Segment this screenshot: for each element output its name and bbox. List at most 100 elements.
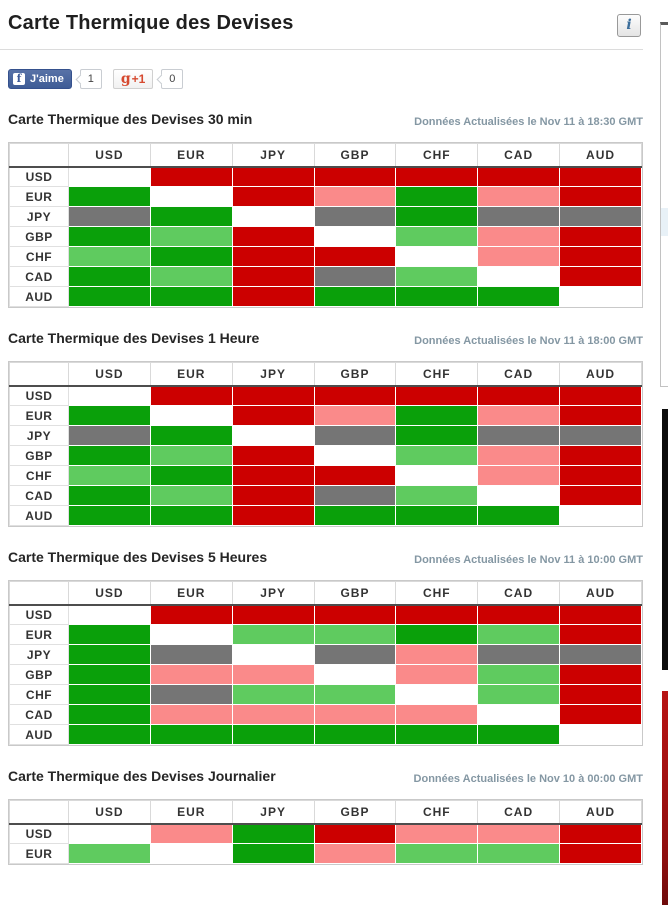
cell-eur-jpy (231, 624, 315, 645)
cell-eur-cad (477, 186, 561, 207)
cell-usd-usd (68, 604, 151, 625)
cell-chf-jpy (231, 465, 315, 486)
cell-usd-cad (477, 166, 561, 187)
cell-gbp-cad (477, 664, 561, 685)
cell-usd-cad (477, 604, 561, 625)
section-title: Carte Thermique des Devises 1 Heure (8, 330, 260, 346)
column-header-cad: CAD (477, 362, 561, 387)
section-title: Carte Thermique des Devises 5 Heures (8, 549, 268, 565)
cell-gbp-cad (477, 226, 561, 247)
cell-cad-aud (559, 485, 642, 506)
column-header-aud: AUD (559, 800, 642, 825)
cell-aud-usd (68, 724, 151, 745)
column-header-eur: EUR (149, 581, 233, 606)
cell-cad-usd (68, 485, 151, 506)
cell-aud-jpy (231, 724, 315, 745)
cell-gbp-gbp (313, 664, 397, 685)
cell-usd-cad (477, 385, 561, 406)
cell-aud-gbp (313, 724, 397, 745)
right-panel-band (661, 208, 668, 236)
cell-usd-chf (395, 604, 479, 625)
row-header-jpy: JPY (9, 644, 69, 665)
row-header-usd: USD (9, 823, 69, 844)
cell-jpy-usd (68, 425, 151, 446)
column-header-cad: CAD (477, 581, 561, 606)
updated-timestamp: Données Actualisées le Nov 11 à 10:00 GM… (414, 554, 643, 566)
column-header-chf: CHF (395, 143, 479, 168)
cell-jpy-gbp (313, 644, 397, 665)
cell-cad-cad (477, 485, 561, 506)
cell-eur-gbp (313, 405, 397, 426)
cell-eur-eur (149, 624, 233, 645)
cell-eur-eur (149, 843, 233, 864)
heatmap-row-jpy: JPY (9, 644, 642, 665)
row-header-jpy: JPY (9, 425, 69, 446)
cell-gbp-cad (477, 445, 561, 466)
cell-gbp-jpy (231, 226, 315, 247)
column-header-jpy: JPY (231, 800, 315, 825)
info-button[interactable]: i (617, 14, 641, 37)
gplus-button[interactable]: g +1 (112, 69, 154, 89)
row-header-jpy: JPY (9, 206, 69, 227)
cell-jpy-gbp (313, 425, 397, 446)
gplus-plusone-label: +1 (131, 72, 146, 86)
cell-aud-gbp (313, 505, 397, 526)
column-header-eur: EUR (149, 143, 233, 168)
facebook-like-button[interactable]: f J'aime (8, 69, 72, 89)
gplus-count: 0 (161, 69, 184, 89)
cell-usd-eur (149, 604, 233, 625)
cell-eur-jpy (231, 843, 315, 864)
heatmap-row-cad: CAD (9, 266, 642, 287)
cell-gbp-chf (395, 664, 479, 685)
section-head: Carte Thermique des Devises Journalier D… (8, 767, 643, 785)
cell-eur-aud (559, 843, 642, 864)
cell-chf-chf (395, 246, 479, 267)
row-header-cad: CAD (9, 266, 69, 287)
main-content: Carte Thermique des Devises i f J'aime 1… (0, 12, 643, 865)
section-title: Carte Thermique des Devises 30 min (8, 111, 253, 127)
heatmap-table-wrap: USD EUR JPY GBP CHF CAD AUD USD EUR JPY GBP CHF CAD A… (8, 142, 643, 308)
page-title: Carte Thermique des Devises (8, 12, 294, 34)
cell-aud-jpy (231, 505, 315, 526)
row-header-chf: CHF (9, 246, 69, 267)
cell-chf-usd (68, 684, 151, 705)
cell-jpy-aud (559, 425, 642, 446)
heatmap-row-usd: USD (9, 604, 642, 625)
cell-jpy-cad (477, 425, 561, 446)
cell-eur-gbp (313, 624, 397, 645)
cell-usd-jpy (231, 823, 315, 844)
facebook-like-label: J'aime (30, 73, 64, 85)
cell-jpy-eur (149, 425, 233, 446)
cell-usd-jpy (231, 604, 315, 625)
cell-aud-cad (477, 724, 561, 745)
row-header-cad: CAD (9, 485, 69, 506)
heatmap-row-eur: EUR (9, 624, 642, 645)
row-header-gbp: GBP (9, 226, 69, 247)
heatmap-row-aud: AUD (9, 724, 642, 745)
heatmap-row-jpy: JPY (9, 425, 642, 446)
column-header-chf: CHF (395, 800, 479, 825)
cell-usd-usd (68, 385, 151, 406)
cell-chf-usd (68, 465, 151, 486)
heatmap-table-1h: USD EUR JPY GBP CHF CAD AUD USD EUR JPY GBP CHF CAD A… (9, 362, 642, 526)
heatmap-table-5h: USD EUR JPY GBP CHF CAD AUD USD EUR JPY GBP CHF CAD A… (9, 581, 642, 745)
cell-aud-cad (477, 505, 561, 526)
heatmap-table-wrap: USD EUR JPY GBP CHF CAD AUD USD EUR (8, 799, 643, 865)
heatmap-row-aud: AUD (9, 505, 642, 526)
heatmap-table-30min: USD EUR JPY GBP CHF CAD AUD USD EUR JPY GBP CHF CAD A… (9, 143, 642, 307)
cell-jpy-usd (68, 206, 151, 227)
cell-jpy-gbp (313, 206, 397, 227)
column-header-usd: USD (68, 362, 151, 387)
cell-usd-gbp (313, 823, 397, 844)
row-header-gbp: GBP (9, 664, 69, 685)
heatmap-table-wrap: USD EUR JPY GBP CHF CAD AUD USD EUR JPY GBP CHF CAD A… (8, 361, 643, 527)
cell-jpy-jpy (231, 644, 315, 665)
cell-eur-gbp (313, 843, 397, 864)
cell-eur-aud (559, 405, 642, 426)
cell-gbp-aud (559, 226, 642, 247)
cell-cad-chf (395, 266, 479, 287)
updated-timestamp: Données Actualisées le Nov 11 à 18:30 GM… (414, 116, 643, 128)
cell-usd-jpy (231, 166, 315, 187)
column-header-jpy: JPY (231, 143, 315, 168)
cell-chf-cad (477, 465, 561, 486)
